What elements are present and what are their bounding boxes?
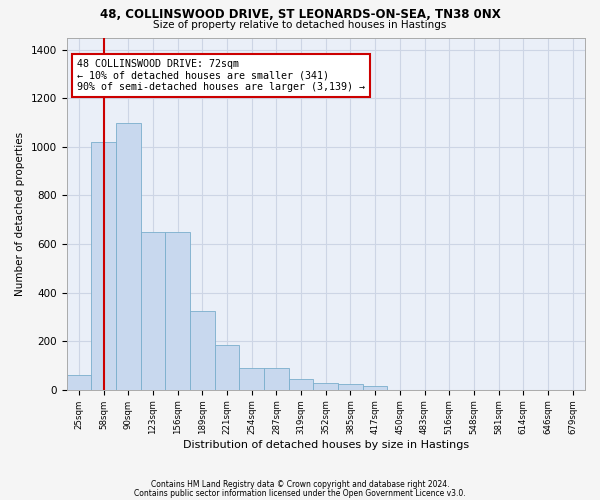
Bar [91, 142, 116, 390]
Bar [67, 375, 91, 390]
Bar [313, 383, 338, 390]
Text: 48 COLLINSWOOD DRIVE: 72sqm
← 10% of detached houses are smaller (341)
90% of se: 48 COLLINSWOOD DRIVE: 72sqm ← 10% of det… [77, 58, 365, 92]
Bar [140, 232, 165, 390]
Bar [215, 345, 239, 390]
Text: Contains HM Land Registry data © Crown copyright and database right 2024.: Contains HM Land Registry data © Crown c… [151, 480, 449, 489]
Text: Size of property relative to detached houses in Hastings: Size of property relative to detached ho… [154, 20, 446, 30]
Bar [116, 122, 140, 390]
Bar [190, 311, 215, 390]
X-axis label: Distribution of detached houses by size in Hastings: Distribution of detached houses by size … [183, 440, 469, 450]
Bar [363, 386, 388, 390]
Bar [264, 368, 289, 390]
Bar [165, 232, 190, 390]
Text: Contains public sector information licensed under the Open Government Licence v3: Contains public sector information licen… [134, 488, 466, 498]
Bar [239, 368, 264, 390]
Y-axis label: Number of detached properties: Number of detached properties [15, 132, 25, 296]
Bar [289, 379, 313, 390]
Bar [338, 384, 363, 390]
Text: 48, COLLINSWOOD DRIVE, ST LEONARDS-ON-SEA, TN38 0NX: 48, COLLINSWOOD DRIVE, ST LEONARDS-ON-SE… [100, 8, 500, 20]
